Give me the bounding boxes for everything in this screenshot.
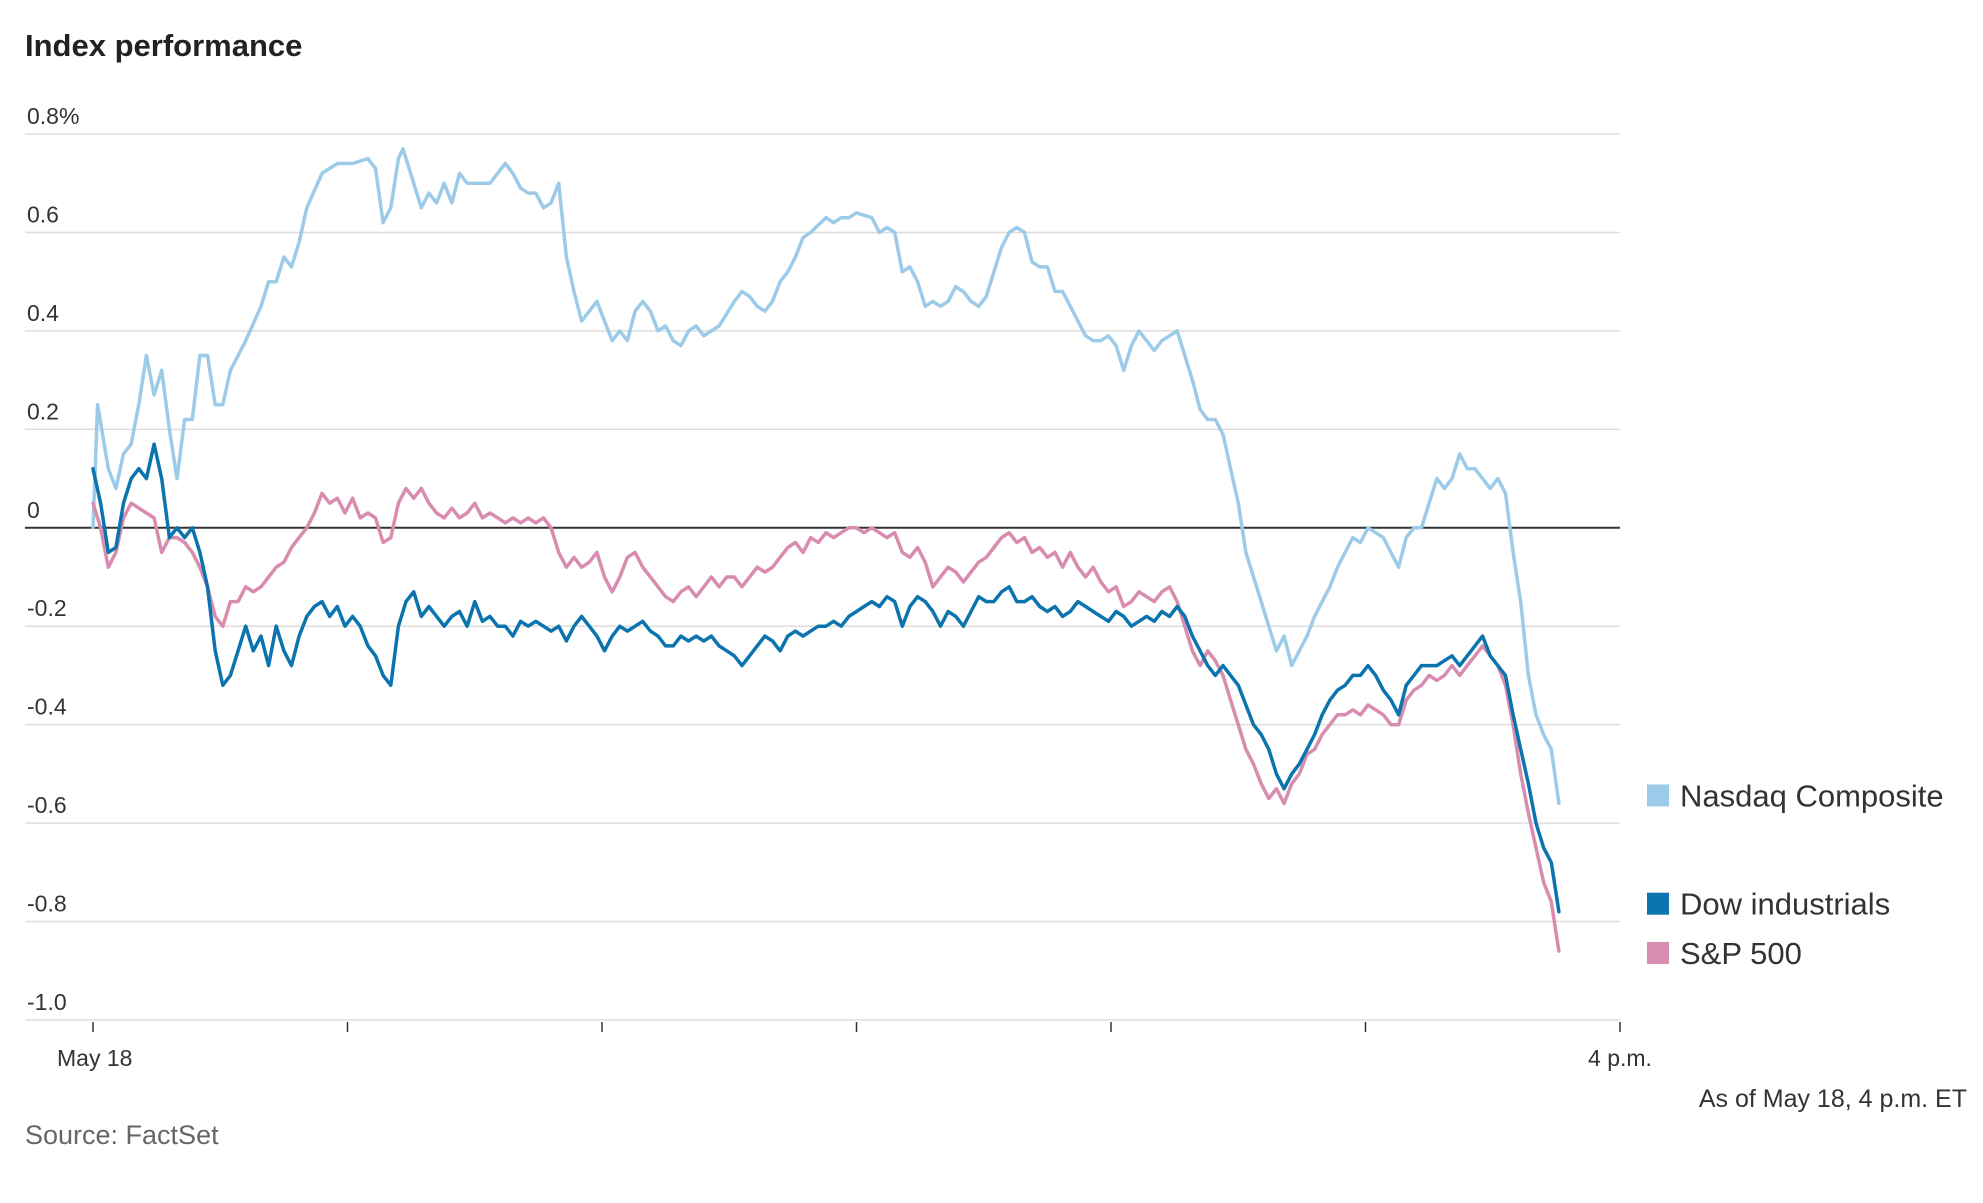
y-tick-label: 0 [27, 497, 40, 523]
y-tick-label: -0.6 [27, 792, 67, 818]
series-line-dow-industrials [91, 442, 1561, 914]
legend-label: Nasdaq Composite [1680, 778, 1944, 813]
legend-label: S&P 500 [1680, 936, 1802, 971]
y-tick-label: -0.2 [27, 595, 67, 621]
series-line-nasdaq-composite [91, 147, 1561, 806]
legend-swatch [1647, 892, 1669, 915]
y-tick-label: 0.8% [27, 103, 79, 129]
legend-swatch [1647, 941, 1669, 964]
series-lines [91, 147, 1561, 953]
y-axis-labels: 0.8% 0.6 0.4 0.2 0 -0.2 -0.4 -0.6 -0.8 -1.0 [27, 103, 79, 1015]
gridlines [25, 133, 1620, 1021]
source-note: Source: FactSet [25, 1120, 219, 1150]
x-tick-label: 4 p.m. [1588, 1045, 1652, 1071]
legend-swatch [1647, 784, 1669, 807]
y-tick-label: 0.6 [27, 201, 59, 227]
chart-title: Index performance [25, 28, 303, 63]
series-line-s-p-500 [91, 486, 1561, 953]
as-of-note: As of May 18, 4 p.m. ET [1698, 1085, 1967, 1113]
y-tick-label: 0.2 [27, 398, 59, 424]
x-axis: May 18 4 p.m. [57, 1022, 1652, 1071]
y-tick-label: -0.4 [27, 694, 67, 720]
y-tick-label: 0.4 [27, 300, 59, 326]
legend-label: Dow industrials [1680, 887, 1890, 922]
y-tick-label: -1.0 [27, 989, 67, 1015]
x-tick-label: May 18 [57, 1045, 132, 1071]
legend: Nasdaq Composite Dow industrials S&P 500 [1647, 778, 1944, 971]
y-tick-label: -0.8 [27, 891, 67, 917]
